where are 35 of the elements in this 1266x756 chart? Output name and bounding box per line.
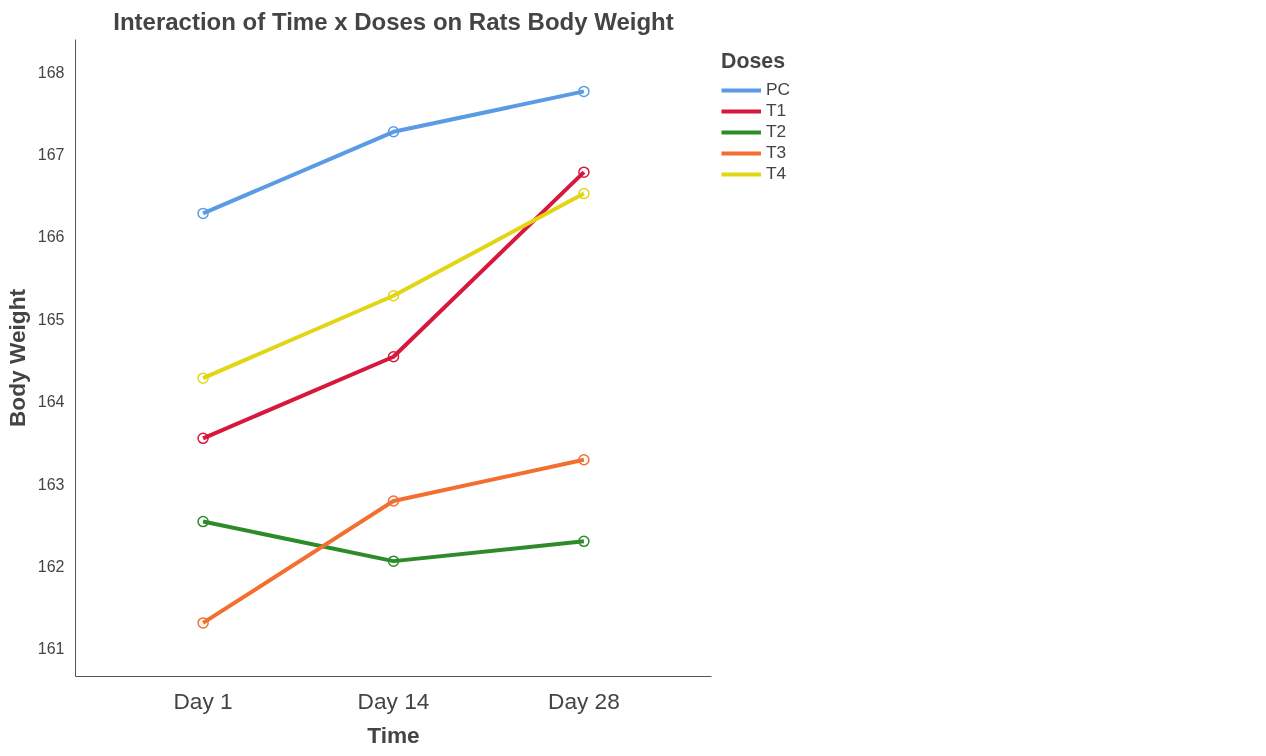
point bbox=[387, 126, 400, 138]
y-tick-label: 167 bbox=[37, 146, 65, 164]
point bbox=[387, 495, 400, 507]
point bbox=[197, 617, 209, 629]
y-tick-label: 165 bbox=[37, 310, 65, 328]
legend-label: T1 bbox=[766, 100, 787, 121]
legend-label: T4 bbox=[766, 163, 787, 184]
y-tick-label: 164 bbox=[37, 393, 65, 411]
chart-title: Interaction of Time x Doses on Rats Body Weight bbox=[113, 7, 674, 35]
x-tick-label: Day 28 bbox=[548, 687, 620, 714]
point bbox=[578, 187, 590, 200]
point bbox=[387, 290, 400, 302]
x-axis-title: Time bbox=[367, 721, 420, 748]
x-tick-label: Day 14 bbox=[357, 687, 430, 714]
point bbox=[197, 515, 209, 528]
legend-label: T2 bbox=[766, 121, 787, 142]
point bbox=[578, 85, 590, 98]
y-tick-label: 166 bbox=[37, 228, 65, 246]
point bbox=[578, 535, 590, 548]
legend-title: Doses bbox=[721, 49, 787, 74]
point bbox=[197, 372, 209, 384]
y-tick-label: 168 bbox=[37, 63, 65, 81]
x-tick-label: Day 1 bbox=[173, 687, 233, 714]
point bbox=[197, 432, 209, 445]
y-axis-title: Body Weight bbox=[3, 288, 30, 428]
legend-label: PC bbox=[766, 79, 791, 100]
y-tick-label: 161 bbox=[37, 640, 65, 658]
point bbox=[387, 555, 400, 567]
point bbox=[197, 207, 209, 220]
point bbox=[578, 454, 590, 466]
legend-label: T3 bbox=[766, 142, 787, 163]
y-tick-label: 163 bbox=[37, 475, 65, 493]
y-tick-label: 162 bbox=[37, 558, 65, 576]
point bbox=[387, 351, 400, 363]
point bbox=[578, 166, 590, 178]
